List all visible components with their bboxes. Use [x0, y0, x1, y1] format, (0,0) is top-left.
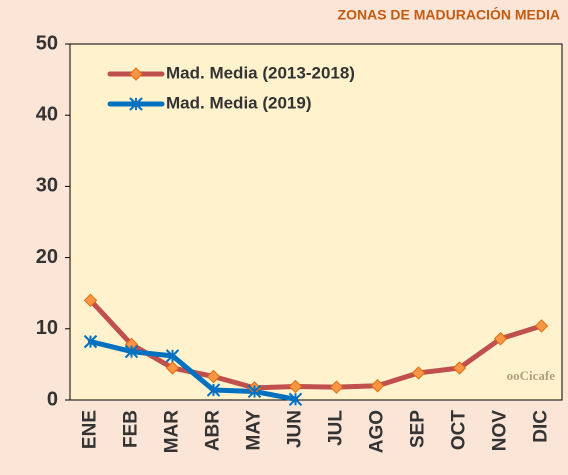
marker	[411, 366, 426, 380]
x-tick-label: FEB	[121, 410, 142, 448]
marker	[83, 334, 98, 349]
marker	[206, 383, 221, 397]
legend-marker	[129, 67, 143, 81]
x-tick-label: MAY	[244, 410, 265, 451]
series-line	[88, 297, 544, 391]
y-tick-label: 0	[47, 388, 58, 410]
series-line	[88, 339, 298, 402]
marker	[247, 384, 262, 399]
marker	[206, 369, 221, 384]
marker	[370, 379, 385, 393]
x-tick-label: OCT	[449, 410, 470, 451]
marker	[288, 392, 303, 406]
y-tick-label: 10	[36, 317, 58, 339]
y-tick-label: 50	[36, 32, 58, 54]
x-tick-label: ENE	[80, 410, 101, 449]
marker	[83, 293, 98, 308]
x-tick-label: JUL	[326, 410, 347, 446]
y-tick-label: 30	[36, 175, 58, 197]
marker	[165, 361, 180, 375]
marker	[124, 344, 139, 359]
x-tick-label: DIC	[531, 410, 552, 443]
legend-marker	[129, 97, 143, 111]
legend-label: Mad. Media (2019)	[166, 93, 312, 112]
x-tick-label: JUN	[285, 410, 306, 448]
marker	[288, 379, 303, 394]
marker	[534, 319, 549, 333]
y-tick-label: 20	[36, 246, 58, 268]
y-tick-label: 40	[36, 103, 58, 125]
x-tick-label: MAR	[162, 410, 183, 454]
x-tick-label: AGO	[367, 410, 388, 453]
x-tick-label: ABR	[203, 410, 224, 451]
x-tick-label: SEP	[408, 410, 429, 448]
x-tick-label: NOV	[490, 410, 511, 452]
marker	[493, 332, 508, 346]
watermark: ooCicafe	[507, 368, 556, 383]
marker	[329, 380, 344, 394]
chart-title: ZONAS DE MADURACIÓN MEDIA	[338, 6, 560, 23]
marker	[165, 349, 180, 363]
legend-label: Mad. Media (2013-2018)	[166, 63, 355, 82]
marker	[452, 361, 467, 375]
